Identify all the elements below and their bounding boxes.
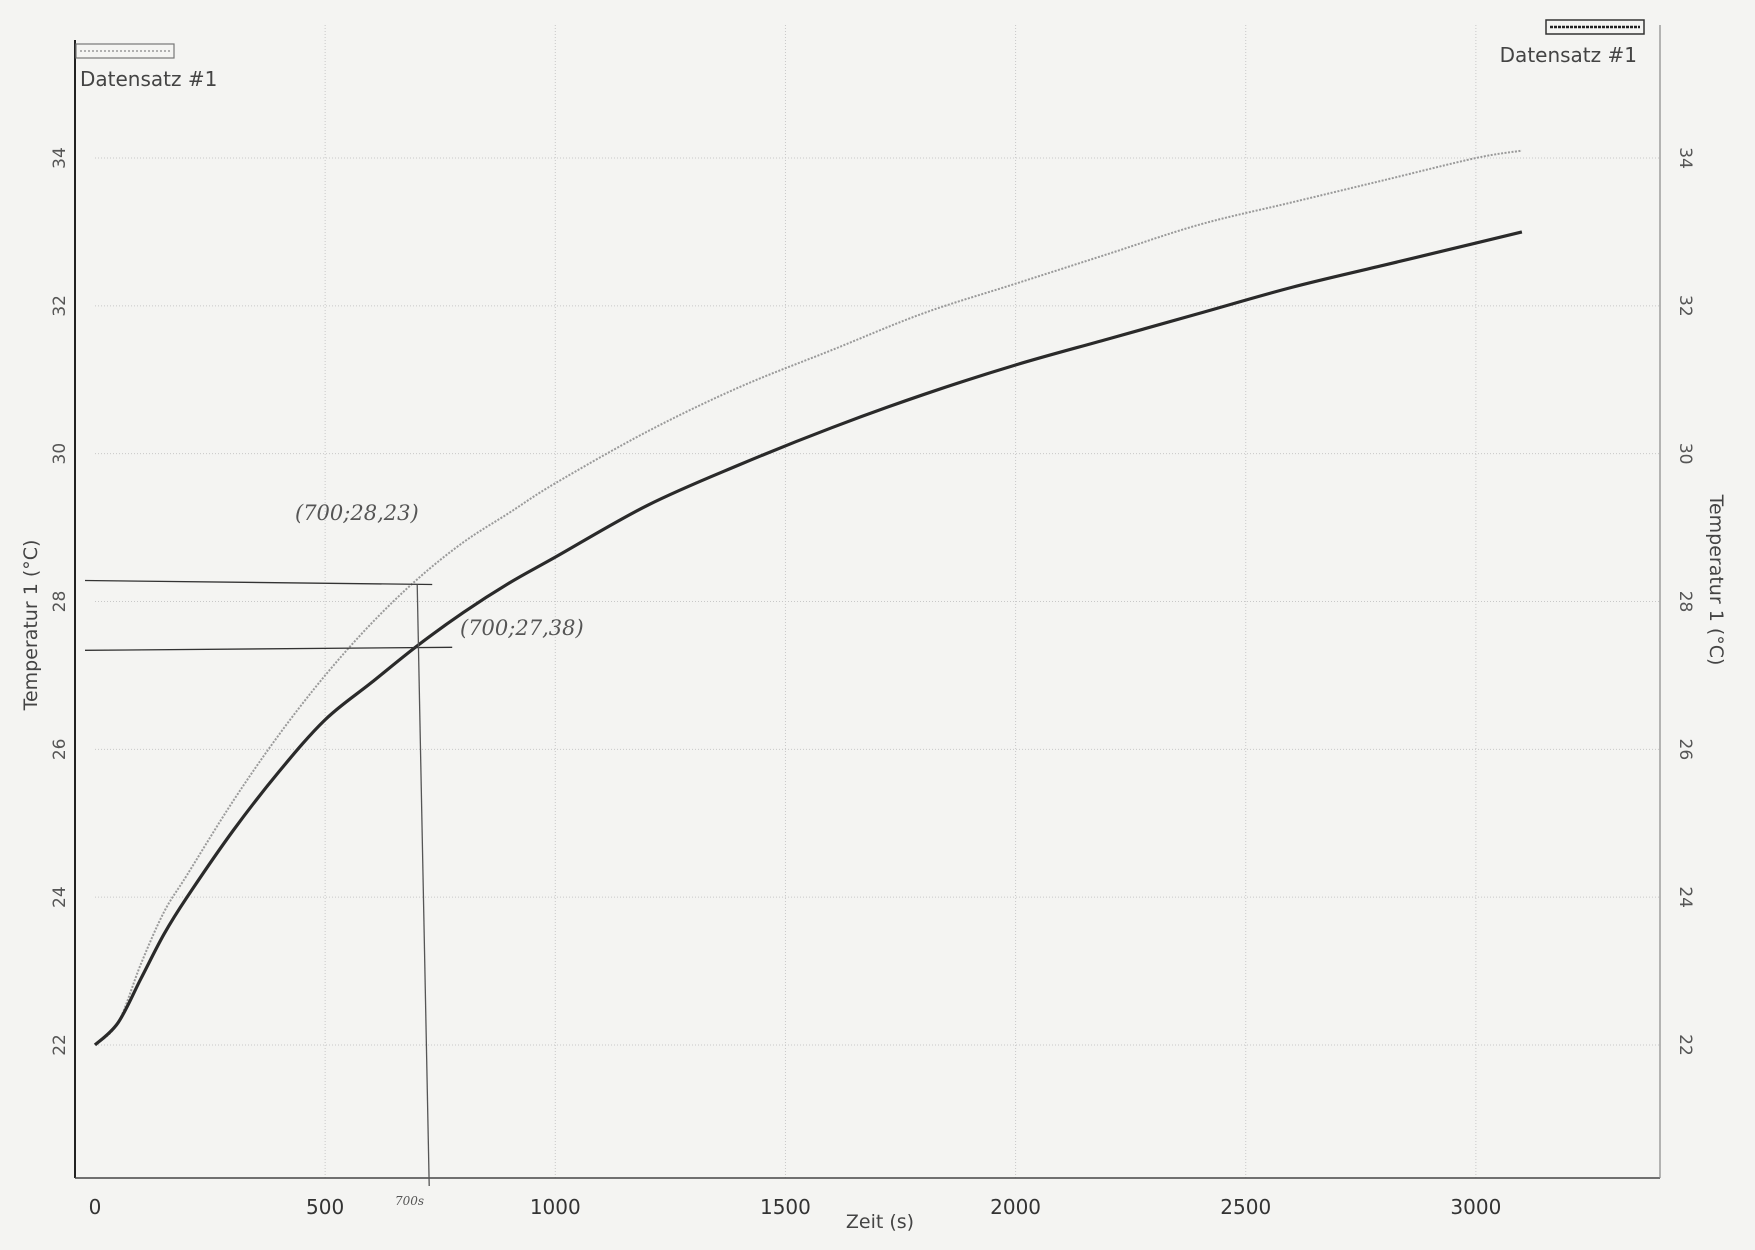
legend-left-label: Datensatz #1 [80,67,217,91]
legend-left: Datensatz #1 [75,43,217,91]
y-tick-label-left: 32 [50,295,70,317]
grid [95,25,1660,1178]
x-tick-label: 1500 [760,1195,811,1219]
y-axis-label-left: Temperatur 1 (°C) [20,540,42,712]
lower-reference-line [84,646,453,651]
y-tick-label-right: 26 [1675,739,1695,761]
y-tick-label-left: 30 [50,443,70,465]
y-tick-label-right: 22 [1675,1034,1695,1056]
legend-right: Datensatz #1 [1500,19,1645,67]
legend-right-swatch [1545,19,1645,35]
y-tick-label-right: 24 [1675,886,1695,908]
x-tick-label: 2000 [990,1195,1041,1219]
y-tick-label-left: 22 [50,1034,70,1056]
y-tick-label-right: 34 [1675,147,1695,169]
tick-labels: 0 500 1000 1500 2000 2500 3000 22 24 26 28 30 32 34 22… [50,147,1695,1219]
x-tick-label: 2500 [1220,1195,1271,1219]
y-tick-label-right: 28 [1675,591,1695,613]
x-tick-label: 3000 [1450,1195,1501,1219]
x-axis-label: Zeit (s) [846,1211,914,1233]
y-tick-label-left: 34 [50,147,70,169]
y-tick-label-left: 24 [50,886,70,908]
annotation-upper-point: (700;28,23) [295,501,419,525]
y-axis-label-right: Temperatur 1 (°C) [1705,494,1727,666]
series-lines [93,149,1523,1047]
legend-left-swatch [75,43,175,59]
legend-right-label: Datensatz #1 [1500,43,1637,67]
series-line-2 [93,230,1523,1047]
upper-reference-line [84,579,433,586]
x-tick-label: 500 [306,1195,344,1219]
annotation-x-mark: 700s [395,1194,424,1208]
y-tick-label-left: 26 [50,739,70,761]
series-line-1 [94,149,1523,1046]
axes [74,25,1661,1179]
x-reference-line [416,584,430,1187]
x-tick-label: 0 [89,1195,102,1219]
y-tick-label-left: 28 [50,591,70,613]
annotation-lower-point: (700;27,38) [460,616,584,640]
y-tick-label-right: 30 [1675,443,1695,465]
x-tick-label: 1000 [530,1195,581,1219]
y-tick-label-right: 32 [1675,295,1695,317]
annotations [84,579,453,1187]
